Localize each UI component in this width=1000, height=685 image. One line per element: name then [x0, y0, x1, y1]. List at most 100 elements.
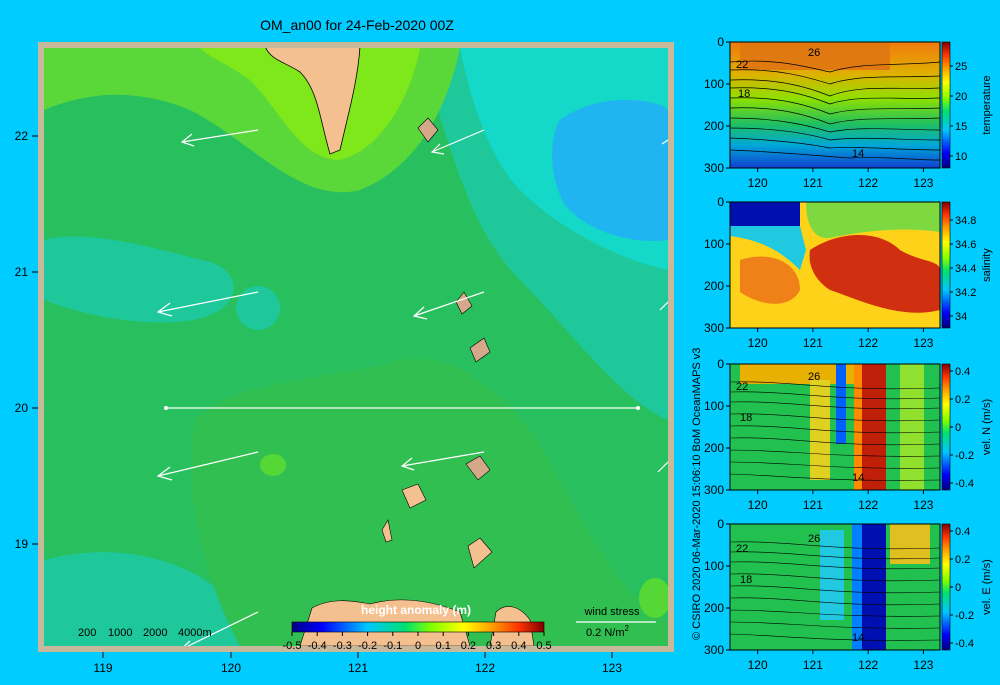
svg-text:0: 0: [717, 195, 724, 209]
temperature-y-tick: 200: [704, 119, 730, 133]
temperature-x-tick: 122: [858, 168, 878, 190]
wind-arrow: [430, 129, 485, 155]
wind-arrow: [657, 461, 668, 473]
svg-text:0.5: 0.5: [536, 640, 551, 652]
svg-text:0.2: 0.2: [461, 640, 476, 652]
svg-text:122: 122: [858, 176, 878, 190]
svg-text:120: 120: [748, 658, 768, 672]
salinity-x-tick: 121: [803, 328, 823, 350]
svg-text:122: 122: [858, 658, 878, 672]
map-field-skyblue-east: [552, 100, 668, 241]
salinity-colorbar-label: salinity: [981, 248, 993, 282]
map-x-tick: 122: [475, 652, 495, 675]
svg-text:200: 200: [704, 279, 724, 293]
salinity-transition: [730, 226, 806, 270]
svg-text:0.2: 0.2: [955, 554, 970, 566]
credit-text: © CSIRO 2020 06-Mar-2020 15:06:10 BoM Oc…: [691, 348, 703, 640]
svg-text:300: 300: [704, 483, 724, 497]
land-island-1: [417, 117, 439, 143]
map-x-tick: 120: [221, 652, 241, 675]
svg-text:34.8: 34.8: [955, 215, 976, 227]
svg-text:19: 19: [15, 537, 29, 551]
map-field-teal-west: [44, 236, 234, 323]
temperature-colorbar-tick: 25: [950, 61, 967, 73]
vel-e-west-jet: [862, 524, 886, 650]
svg-text:122: 122: [858, 336, 878, 350]
depth-legend-2: 1000: [108, 627, 132, 639]
temperature-colorbar-tick: 10: [950, 151, 967, 163]
vel-n-contours: [729, 381, 941, 481]
colorbar-tick: -0.1: [383, 632, 402, 652]
svg-text:0.4: 0.4: [955, 526, 970, 538]
map-y-tick: 22: [15, 129, 38, 143]
wind-arrow: [400, 451, 485, 471]
vel-e-y-tick: 0: [717, 517, 730, 531]
vel-e-y-tick: 300: [704, 643, 730, 657]
svg-text:121: 121: [803, 658, 823, 672]
svg-text:0: 0: [955, 422, 961, 434]
svg-text:123: 123: [913, 176, 933, 190]
wind-arrow: [412, 291, 485, 320]
svg-text:34.2: 34.2: [955, 287, 976, 299]
vel-e-contour-label: 18: [740, 574, 752, 586]
vel-n-colorbar-tick: 0.4: [950, 366, 970, 378]
salinity-y-tick: 0: [717, 195, 730, 209]
wind-arrow: [661, 139, 668, 145]
svg-text:0: 0: [415, 640, 421, 652]
svg-text:0: 0: [717, 357, 724, 371]
salinity-colorbar-tick: 34.6: [950, 239, 976, 251]
vel-e-contour-label: 22: [736, 543, 748, 555]
colorbar-tick: 0.5: [536, 632, 552, 652]
svg-text:34.6: 34.6: [955, 239, 976, 251]
svg-text:121: 121: [803, 176, 823, 190]
salinity-lowsal-block: [730, 202, 800, 226]
temperature-x-tick: 120: [748, 168, 768, 190]
temperature-x-tick: 123: [913, 168, 934, 190]
map-field-lime-north: [200, 48, 420, 160]
transect-start: [164, 406, 168, 410]
temperature-y-tick: 300: [704, 161, 730, 175]
svg-text:-0.3: -0.3: [333, 640, 352, 652]
wind-arrow: [156, 291, 259, 317]
vel-e-colorbar-tick: -0.4: [950, 638, 974, 650]
vel-e-y-tick: 100: [704, 559, 730, 573]
panel-vel-e: 26 22 18 14: [729, 524, 941, 650]
svg-text:122: 122: [475, 661, 495, 675]
map-x-tick: 123: [602, 652, 622, 675]
vel-e-colorbar-tick: -0.2: [950, 610, 974, 622]
salinity-y-tick: 300: [704, 321, 730, 335]
land-island-3: [469, 337, 491, 363]
svg-text:0.4: 0.4: [511, 640, 526, 652]
vel-e-x-tick: 123: [913, 650, 934, 672]
vel-n-x-tick: 122: [858, 490, 878, 512]
wind-arrow: [156, 451, 259, 481]
vel-n-y-tick: 300: [704, 483, 730, 497]
svg-text:123: 123: [913, 498, 933, 512]
wind-stress-label: wind stress: [583, 606, 640, 618]
svg-text:10: 10: [955, 151, 967, 163]
svg-text:25: 25: [955, 61, 967, 73]
vel-n-contour-label: 22: [736, 381, 748, 393]
vel-n-x-tick: 121: [803, 490, 823, 512]
colorbar: [291, 621, 545, 633]
temperature-x-tick: 121: [803, 168, 823, 190]
wind-arrow: [180, 129, 259, 147]
vel-e-contour-label: 26: [808, 533, 820, 545]
wind-arrow: [183, 611, 259, 646]
svg-text:0: 0: [717, 517, 724, 531]
map-field-teal-south: [44, 552, 240, 646]
map-field-green-patch-2: [639, 578, 668, 618]
vel-n-north-jet-edge: [854, 364, 862, 490]
svg-text:121: 121: [348, 661, 368, 675]
vel-e-x-tick: 121: [803, 650, 823, 672]
map-x-tick: 119: [93, 652, 113, 675]
depth-legend-4: 4000m: [178, 627, 212, 639]
svg-text:300: 300: [704, 643, 724, 657]
salinity-x-tick: 122: [858, 328, 878, 350]
vel-n-frame: [729, 363, 941, 491]
svg-text:100: 100: [704, 77, 724, 91]
vel-n-y-tick: 100: [704, 399, 730, 413]
panel-salinity: [730, 202, 940, 328]
salinity-y-tick: 200: [704, 279, 730, 293]
